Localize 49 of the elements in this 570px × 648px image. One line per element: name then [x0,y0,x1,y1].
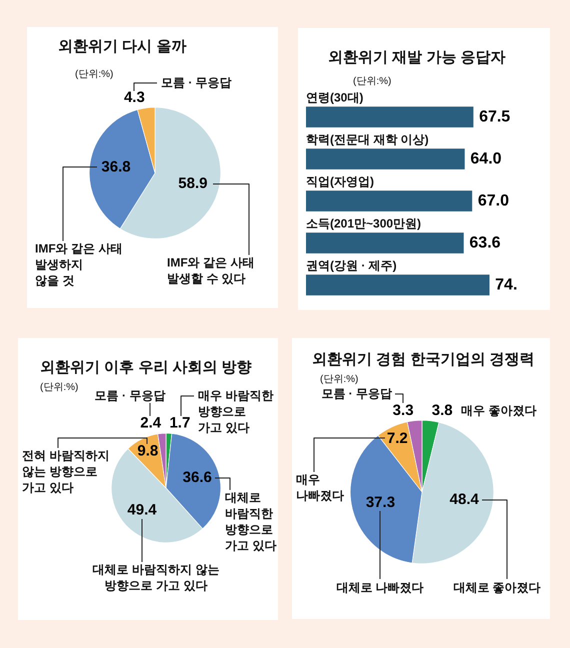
data-label: 3.8 [432,402,453,420]
y-tick-label: 연령(30대) [306,90,364,104]
data-label: 2.4 [140,414,162,432]
data-label: 4.3 [124,89,145,106]
data-label: 49.4 [127,502,158,519]
data-label: 48.4 [450,491,480,508]
bar [306,106,474,128]
chart-title: 외환위기 이후 우리 사회의 방향 [40,359,252,377]
data-label: 3.3 [392,402,414,419]
chart-subtitle: (단위:%) [353,76,392,88]
chart-subtitle: (단위:%) [320,374,358,386]
data-label: 64.0 [470,150,502,168]
slice-label: 모름 · 무응답 [94,388,166,402]
data-label: 67.5 [479,108,510,126]
chart-subtitle: (단위:%) [40,382,78,394]
slice-label: 매우 바람직한 방향으로 가고 있다 [198,388,274,434]
data-label: 1.7 [169,414,190,432]
slice-label: 매우 나빠졌다 [296,472,344,502]
bar [306,148,465,170]
chart-title: 외환위기 재발 가능 응답자 [328,49,506,67]
chart-title: 외환위기 다시 올까 [58,38,186,56]
data-label: 9.8 [137,442,158,460]
y-tick-label: 학력(전문대 재학 이상) [306,132,429,146]
data-label: 7.2 [386,430,408,447]
data-label: 58.9 [178,175,208,192]
data-label: 74. [495,276,518,294]
y-tick-label: 직업(자영업) [306,174,374,188]
y-tick-label: 권역(강원 · 제주) [306,258,397,272]
slice-label: IMF와 같은 사태 발생하지 않을 것 [35,241,122,288]
chart-title: 외환위기 경험 한국기업의 경쟁력 [312,351,535,369]
y-tick-label: 소득(201만~300만원) [306,216,422,230]
data-label: 37.3 [366,494,396,512]
data-label: 36.6 [182,469,212,486]
slice-label: 대체로 바람직하지 않는 방향으로 가고 있다 [92,562,220,592]
slice-label: 매우 좋아졌다 [461,403,536,418]
slice-label: IMF와 같은 사태 발생할 수 있다 [167,255,254,286]
bar [306,190,472,212]
data-label: 63.6 [469,234,501,252]
bar [306,232,464,254]
slice-label: 대체로 나빠졌다 [336,580,424,594]
slice-label: 대체로 좋아졌다 [453,580,541,594]
data-label: 36.8 [101,158,131,176]
bar [306,274,490,296]
slice-label: 전혀 바람직하지 않는 방향으로 가고 있다 [22,448,110,494]
data-label: 67.0 [478,192,510,210]
chart-subtitle: (단위:%) [75,69,114,81]
slice-label: 대체로 바람직한 방향으로 가고 있다 [225,490,276,552]
slice-label: 모름 · 무응답 [321,386,392,400]
slice-label: 모름 · 무응답 [161,75,232,90]
